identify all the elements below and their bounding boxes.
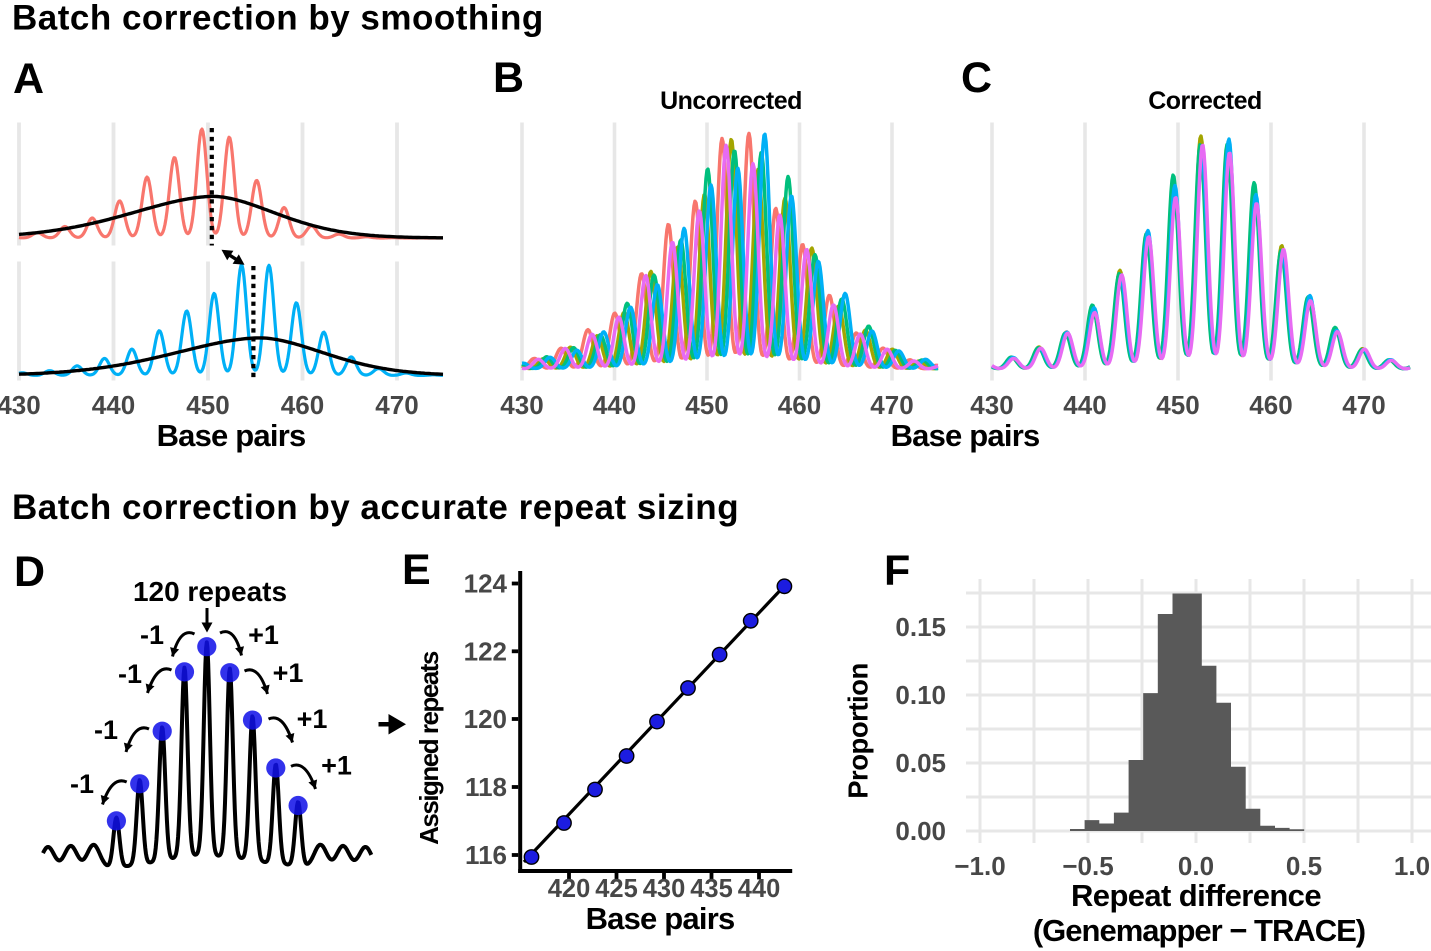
svg-text:460: 460 <box>1249 390 1292 420</box>
svg-text:−1.0: −1.0 <box>954 851 1005 881</box>
svg-text:+1: +1 <box>297 704 328 734</box>
svg-text:-1: -1 <box>140 620 164 650</box>
svg-text:Batch correction by smoothing: Batch correction by smoothing <box>12 0 544 38</box>
svg-text:450: 450 <box>186 390 229 420</box>
svg-text:+1: +1 <box>248 620 279 650</box>
svg-text:0.05: 0.05 <box>895 748 946 778</box>
svg-text:-1: -1 <box>70 769 94 799</box>
svg-text:425: 425 <box>595 875 638 903</box>
svg-text:430: 430 <box>643 875 686 903</box>
svg-text:430: 430 <box>970 390 1013 420</box>
svg-text:Base pairs: Base pairs <box>891 418 1040 453</box>
svg-text:Uncorrected: Uncorrected <box>660 87 802 115</box>
svg-text:+1: +1 <box>273 658 304 688</box>
svg-text:Assigned repeats: Assigned repeats <box>414 651 444 845</box>
svg-text:−0.5: −0.5 <box>1062 851 1113 881</box>
svg-text:(Genemapper − TRACE): (Genemapper − TRACE) <box>1033 913 1365 948</box>
svg-text:Proportion: Proportion <box>843 663 874 799</box>
svg-text:C: C <box>961 54 992 102</box>
svg-text:124: 124 <box>464 569 508 599</box>
svg-text:0.0: 0.0 <box>1178 851 1214 881</box>
svg-text:+1: +1 <box>321 751 352 781</box>
svg-text:Corrected: Corrected <box>1148 87 1262 115</box>
svg-text:Base pairs: Base pairs <box>157 418 306 453</box>
svg-text:Base pairs: Base pairs <box>586 901 735 936</box>
svg-text:D: D <box>14 548 45 596</box>
svg-text:440: 440 <box>92 390 135 420</box>
svg-text:440: 440 <box>1063 390 1106 420</box>
svg-text:116: 116 <box>465 840 507 870</box>
svg-text:Repeat difference: Repeat difference <box>1071 878 1321 913</box>
svg-text:450: 450 <box>685 390 728 420</box>
svg-text:Batch correction by accurate r: Batch correction by accurate repeat sizi… <box>12 488 739 527</box>
svg-text:430: 430 <box>0 390 41 420</box>
svg-text:440: 440 <box>738 875 781 903</box>
svg-text:120: 120 <box>464 704 507 734</box>
svg-text:440: 440 <box>593 390 636 420</box>
svg-text:B: B <box>493 54 524 102</box>
svg-text:470: 470 <box>375 390 418 420</box>
svg-text:460: 460 <box>778 390 821 420</box>
svg-text:0.15: 0.15 <box>895 612 946 642</box>
svg-text:0.10: 0.10 <box>895 680 946 710</box>
svg-text:0.00: 0.00 <box>895 816 946 846</box>
svg-text:470: 470 <box>1342 390 1385 420</box>
svg-text:F: F <box>884 547 910 595</box>
svg-text:-1: -1 <box>94 715 118 745</box>
svg-text:450: 450 <box>1156 390 1199 420</box>
svg-text:1.0: 1.0 <box>1394 851 1430 881</box>
svg-text:0.5: 0.5 <box>1286 851 1322 881</box>
svg-text:A: A <box>13 55 44 103</box>
svg-text:E: E <box>402 546 431 594</box>
svg-text:-1: -1 <box>118 659 142 689</box>
svg-text:470: 470 <box>870 390 913 420</box>
svg-text:120 repeats: 120 repeats <box>133 576 287 607</box>
svg-text:118: 118 <box>465 772 507 802</box>
svg-text:460: 460 <box>281 390 324 420</box>
svg-text:420: 420 <box>548 875 591 903</box>
svg-text:435: 435 <box>690 875 733 903</box>
svg-text:430: 430 <box>500 390 543 420</box>
svg-text:122: 122 <box>464 636 507 666</box>
